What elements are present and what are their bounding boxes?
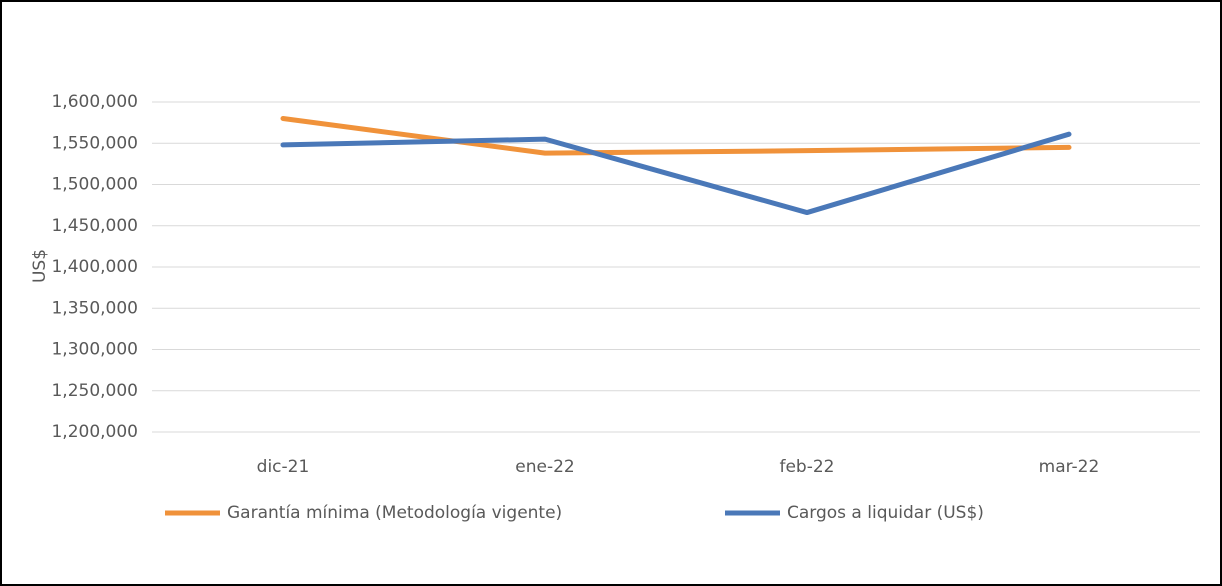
x-tick-label: ene-22 [515, 457, 574, 477]
y-tick-label: 1,300,000 [51, 340, 138, 360]
y-tick-label: 1,250,000 [51, 381, 138, 401]
y-tick-label: 1,500,000 [51, 175, 138, 195]
x-tick-label: dic-21 [257, 457, 310, 477]
y-tick-label: 1,350,000 [51, 298, 138, 318]
y-tick-label: 1,400,000 [51, 257, 138, 277]
y-tick-label: 1,600,000 [51, 92, 138, 112]
legend-label: Garantía mínima (Metodología vigente) [227, 503, 562, 523]
x-tick-label: feb-22 [779, 457, 834, 477]
y-tick-label: 1,550,000 [51, 133, 138, 153]
line-series [280, 131, 1072, 216]
y-axis-label: US$ [30, 249, 50, 283]
line-series [280, 116, 1072, 156]
legend-label: Cargos a liquidar (US$) [787, 503, 984, 523]
y-tick-label: 1,200,000 [51, 422, 138, 442]
x-tick-label: mar-22 [1039, 457, 1100, 477]
y-tick-label: 1,450,000 [51, 216, 138, 236]
